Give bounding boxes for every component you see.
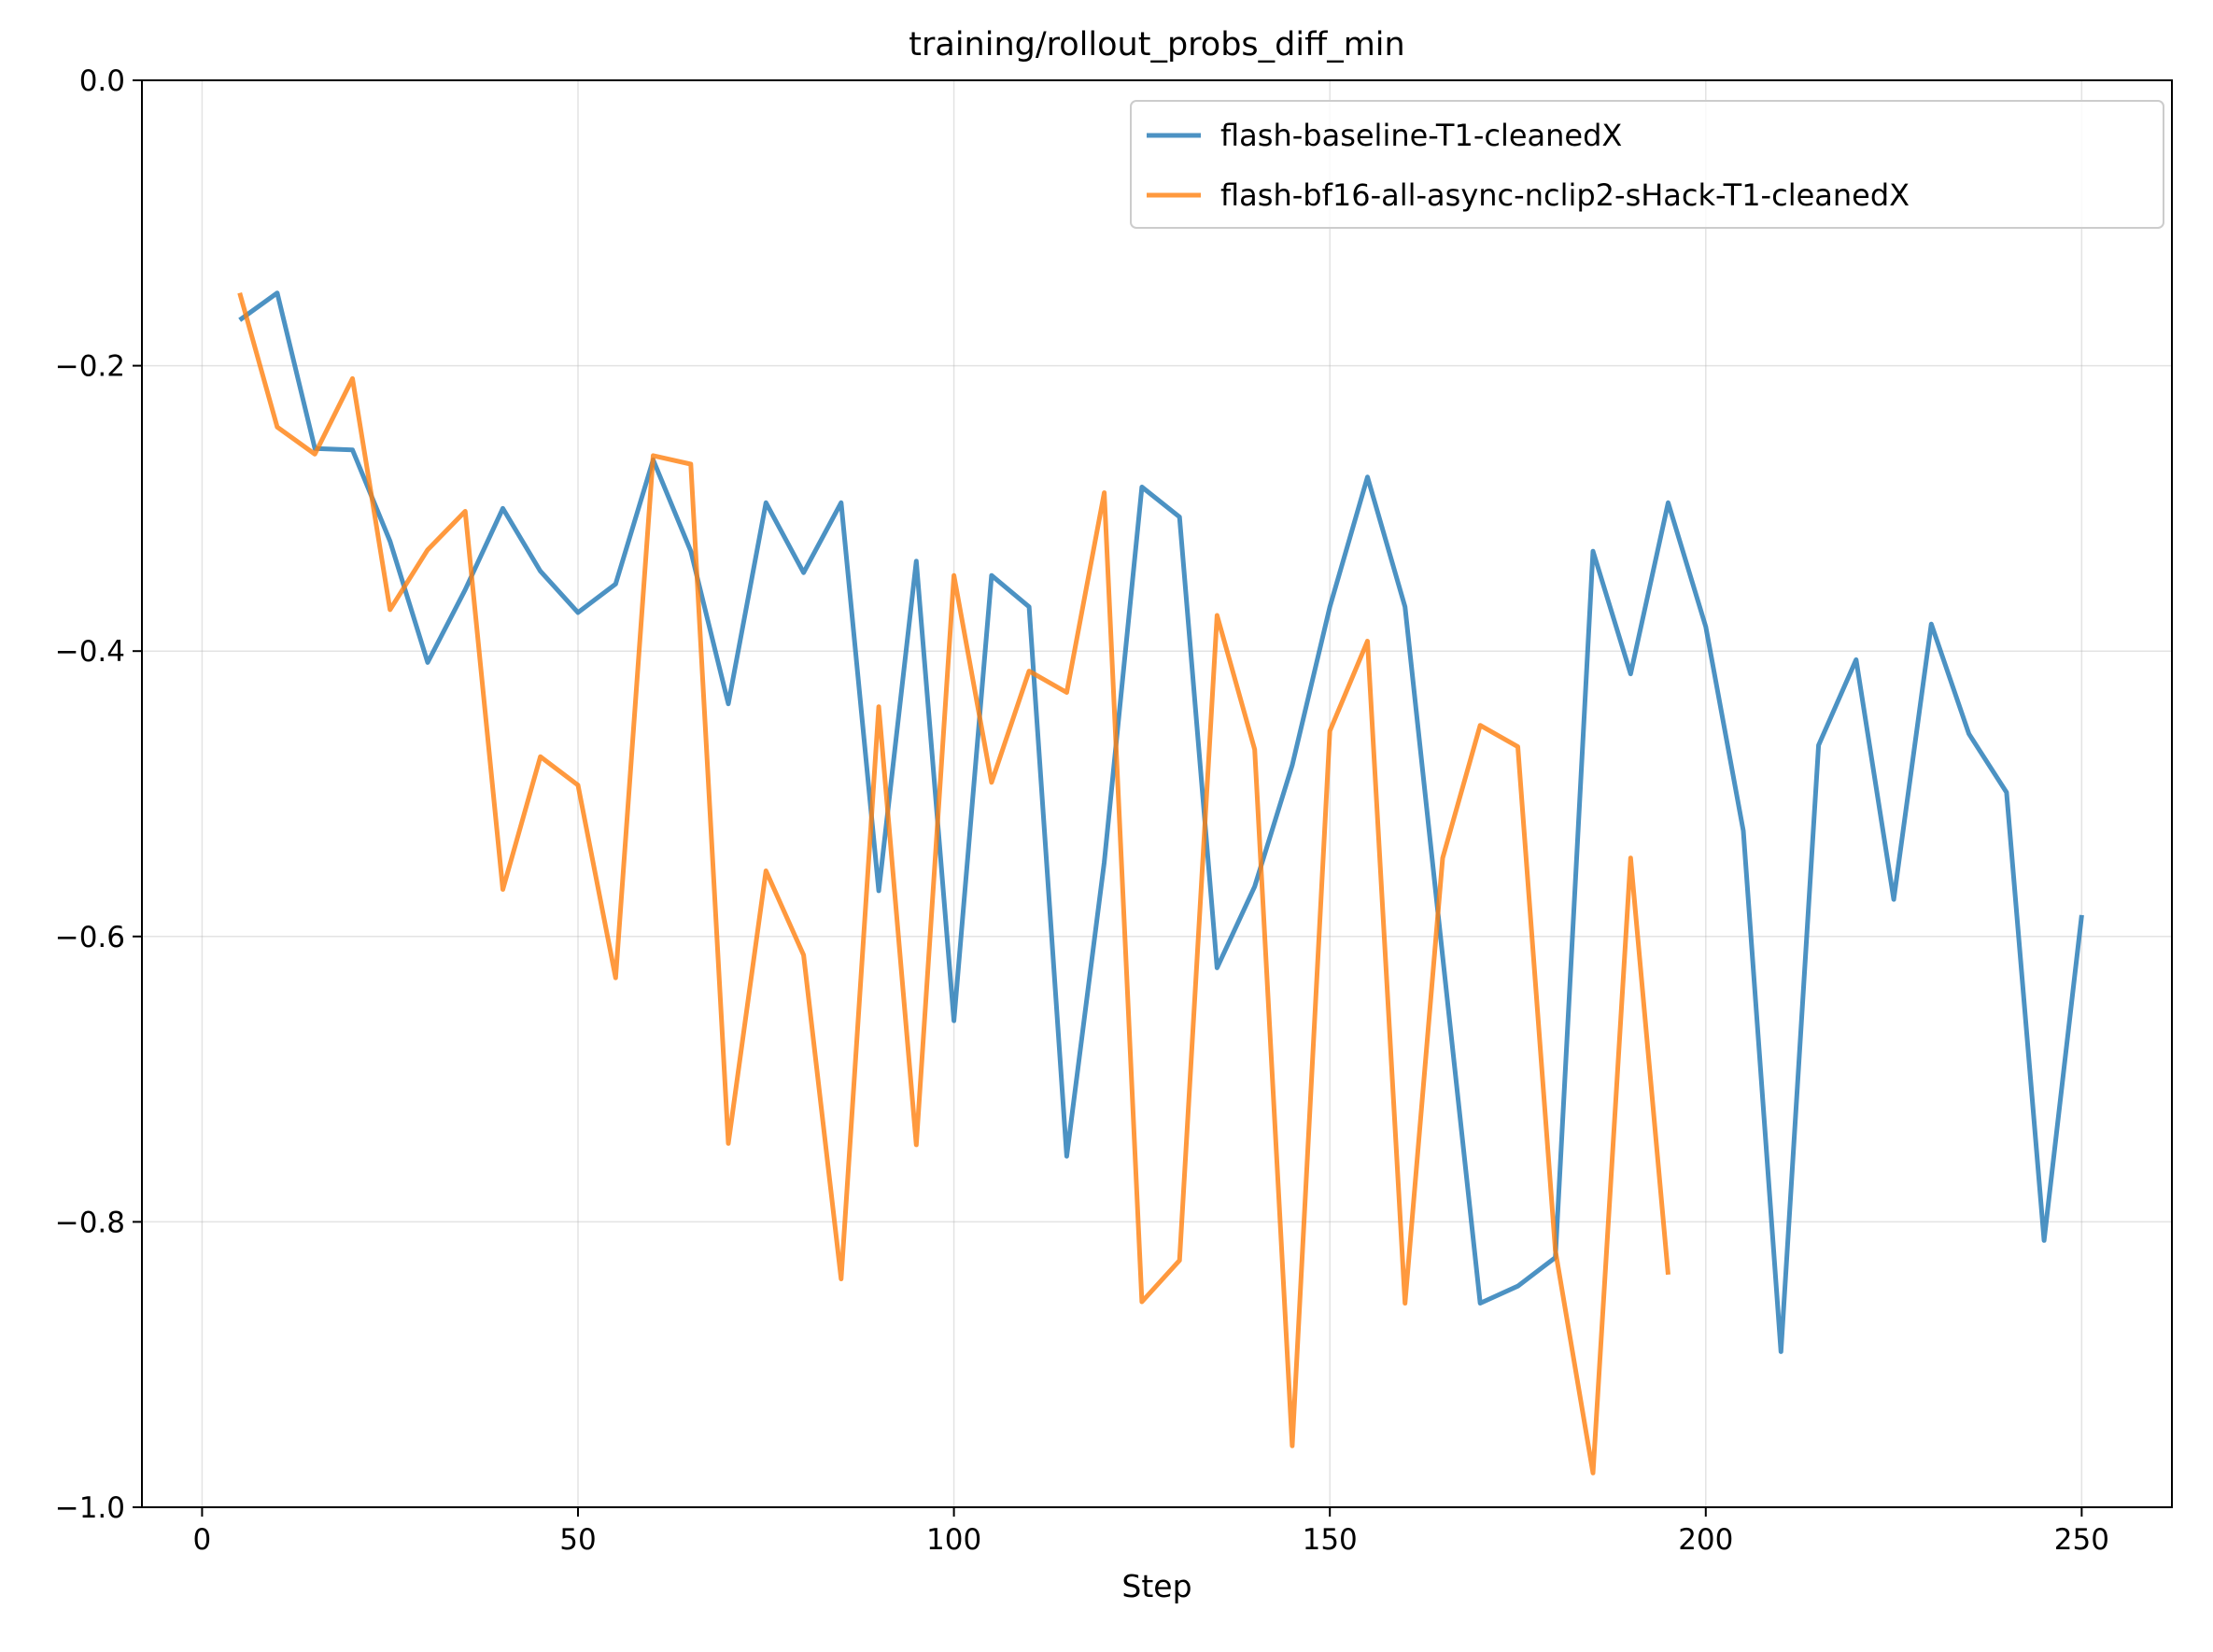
x-tick-label: 50 [559,1523,596,1557]
series-line-1 [238,290,2084,1354]
x-tick-label: 200 [1678,1523,1733,1557]
legend-label: flash-bf16-all-async-nclip2-sHack-T1-cle… [1220,177,1910,213]
legend: flash-baseline-T1-cleanedX flash-bf16-all… [1130,100,2164,229]
x-tick-label: 0 [193,1523,212,1557]
y-tick-label: 0.0 [79,64,125,98]
legend-label: flash-baseline-T1-cleanedX [1220,118,1622,153]
y-tick-label: −1.0 [55,1491,125,1525]
series-line-2 [237,292,1670,1476]
y-tick-label: −0.6 [55,921,125,954]
chart-title: training/rollout_probs_diff_min [909,26,1404,64]
legend-box [1130,100,2164,229]
axis-ticks: 0 50 100 150 200 250 0.0 −0.2 −0.4 −0.6 −0.8 −1.0 [55,64,2109,1557]
y-tick-label: −0.8 [55,1206,125,1239]
y-tick-label: −0.4 [55,635,125,669]
x-axis-title: Step [1121,1568,1191,1604]
x-tick-label: 250 [2054,1523,2109,1557]
x-tick-label: 150 [1303,1523,1358,1557]
x-tick-label: 100 [926,1523,981,1557]
y-tick-label: −0.2 [55,350,125,384]
plot-area-frame [141,79,2173,1508]
series-lines [237,290,2084,1476]
